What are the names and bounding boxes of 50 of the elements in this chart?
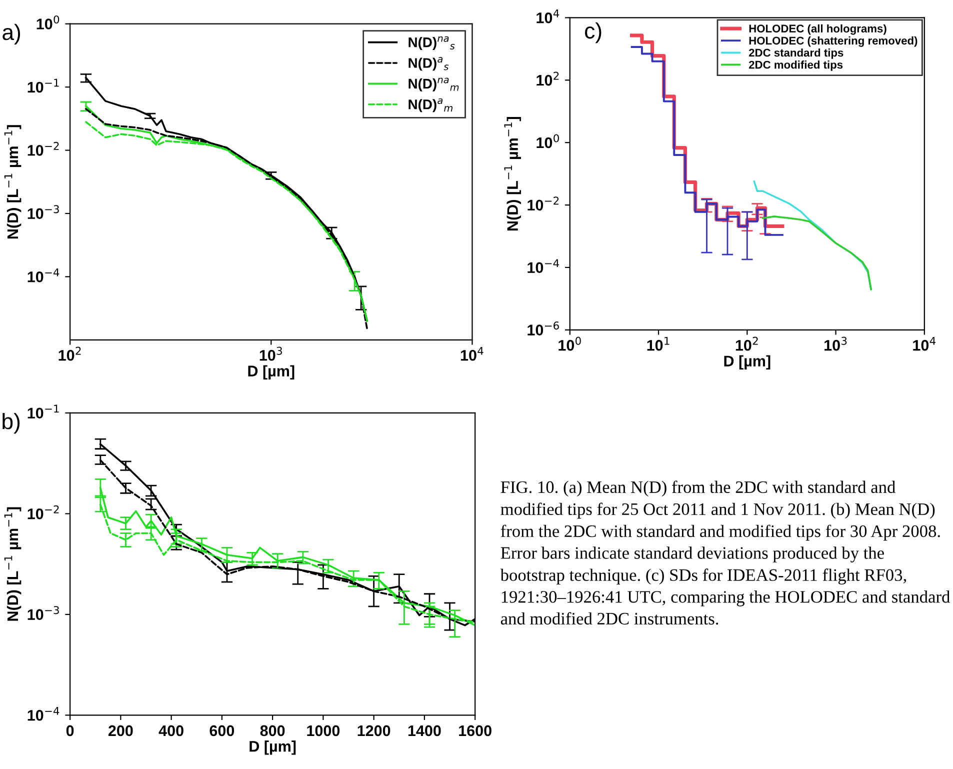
- x-tick-label: 600: [210, 725, 234, 736]
- x-tick-label: 1000: [307, 725, 340, 736]
- x-tick-label: 400: [158, 725, 184, 736]
- x-tick-label: 10$^{1}$: [647, 336, 670, 351]
- y-tick-label: 10$^{0}$: [536, 134, 559, 148]
- y-tick-label: 10$^{−4}$: [28, 706, 60, 721]
- x-tick-label: 10$^{0}$: [558, 336, 581, 351]
- annotation: c): [585, 22, 602, 44]
- y-tick-label: 10$^{−4}$: [28, 268, 60, 282]
- legend-label: HOLODEC (shattering removed): [749, 36, 918, 47]
- y-tick-label: 10$^{−6}$: [528, 322, 559, 336]
- y-tick-label: 10$^{−3}$: [28, 606, 59, 620]
- text: b): [2, 412, 20, 434]
- legend-label: 2DC standard tips: [748, 48, 844, 59]
- y-tick-label: 10$^{−4}$: [528, 259, 560, 274]
- y-tick-label: 10$^{2}$: [536, 72, 559, 86]
- x-tick-label: 1600: [459, 725, 492, 736]
- y-tick-label: 10$^{4}$: [536, 9, 560, 24]
- y-axis-title: N(D) [L$^{−1}$ µm$^{−1}$]: [4, 507, 22, 621]
- y-tick-label: 10$^{0}$: [36, 15, 60, 30]
- legend-label: N(D)$^{na}$$_{s}$: [408, 36, 455, 50]
- x-tick-label: 10$^{2}$: [58, 346, 81, 361]
- legend-label: HOLODEC (all holograms): [749, 24, 886, 35]
- legend-label: N(D)$^{a}$$_{s}$: [408, 57, 449, 71]
- x-tick-label: 800: [260, 725, 285, 736]
- legend-label: N(D)$^{na}$$_{m}$: [408, 78, 459, 92]
- x-axis-title: D [µm]: [250, 740, 296, 755]
- x-axis-title: D [µm]: [724, 355, 770, 370]
- x-tick-label: 10$^{3}$: [824, 336, 847, 351]
- x-tick-label: 10$^{4}$: [460, 346, 484, 361]
- x-tick-label: 1200: [358, 725, 390, 736]
- x-tick-label: 0: [66, 725, 74, 736]
- y-tick-label: 10$^{−1}$: [28, 78, 59, 93]
- x-tick-label: 200: [108, 725, 133, 736]
- x-tick-label: 10$^{4}$: [913, 336, 936, 351]
- x-axis-title: D [µm]: [248, 365, 294, 380]
- caption: FIG. 10. (a) Mean N(D) from the 2DC with standard and modified tips for 25 Oct 2011 and 1 Nov 2011. (b) Mean N(D) from the 2DC with standard and modified tips for 30 Apr 2008. Error bars indicate standard deviations produced by the bootstrap technique. (c) SDs for IDEAS-2011 flight RF03, 1921:30–1926:41 UTC, comparing the HOLODEC and standard and modified 2DC instruments.: [500, 480, 950, 625]
- y-tick-label: 10$^{−1}$: [28, 404, 59, 419]
- y-axis-title: N(D) [L$^{−1}$ µm$^{−1}$]: [504, 117, 522, 230]
- legend-label: 2DC modified tips: [748, 60, 843, 71]
- text: a): [2, 24, 20, 45]
- legend-label: N(D)$^{a}$$_{m}$: [408, 98, 452, 112]
- y-tick-label: 10$^{−2}$: [528, 196, 559, 211]
- y-axis-title: N(D) [L$^{−1}$ µm$^{−1}$]: [4, 125, 22, 239]
- y-tick-label: 10$^{−2}$: [28, 505, 59, 520]
- x-tick-label: 10$^{2}$: [736, 336, 758, 351]
- y-tick-label: 10$^{−2}$: [28, 142, 59, 156]
- x-tick-label: 1400: [408, 725, 441, 736]
- y-tick-label: 10$^{−3}$: [28, 205, 59, 220]
- x-tick-label: 10$^{3}$: [260, 346, 282, 361]
